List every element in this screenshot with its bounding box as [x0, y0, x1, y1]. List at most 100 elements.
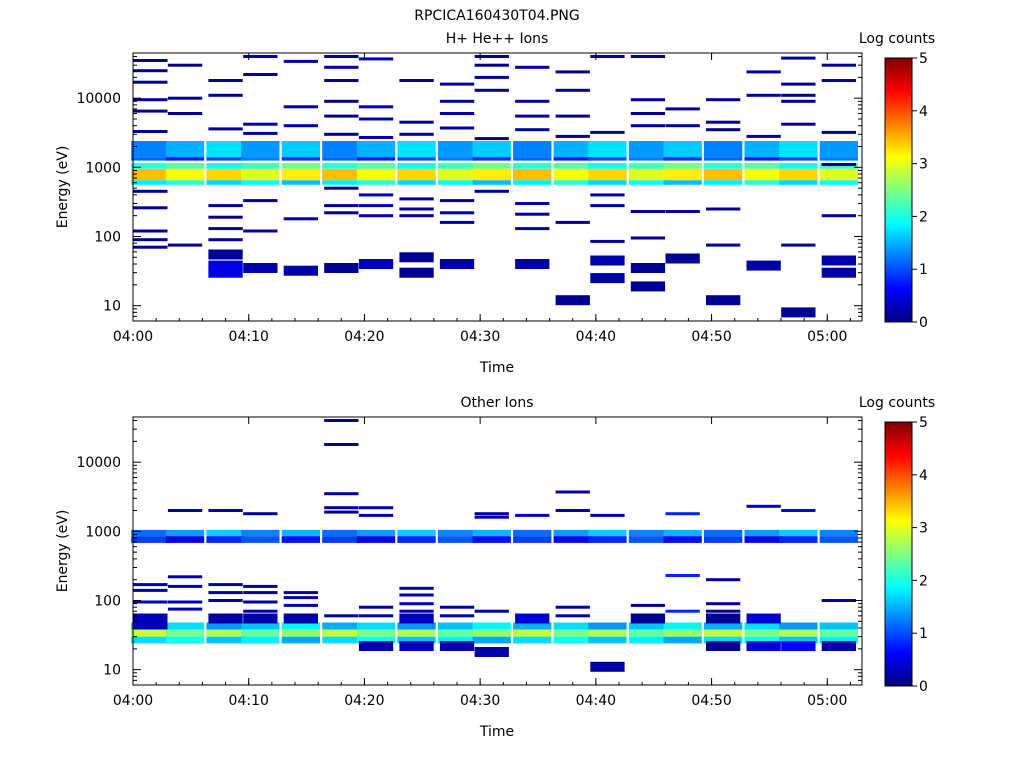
sparse-cell — [515, 65, 550, 69]
sparse-cell — [706, 98, 741, 102]
sparse-cell — [399, 197, 434, 201]
sparse-cell — [167, 243, 203, 247]
sparse-cell — [474, 609, 509, 613]
sparse-cell — [821, 214, 856, 218]
band-cell — [356, 536, 396, 543]
sparse-cell — [665, 124, 700, 128]
sparse-cell — [283, 265, 318, 276]
panel-2-ylabel: Energy (eV) — [55, 510, 71, 593]
band-cell — [663, 529, 702, 537]
sparse-cell — [474, 55, 509, 58]
sparse-cell — [474, 189, 509, 193]
sparse-cell — [133, 80, 168, 84]
x-tick-label: 04:10 — [229, 693, 269, 709]
y-tick-label: 100 — [94, 593, 121, 609]
band-cell — [704, 157, 743, 161]
sparse-cell — [474, 512, 509, 516]
sparse-cell — [283, 613, 318, 624]
sparse-cell — [358, 193, 394, 197]
band-cell — [206, 180, 245, 185]
band-cell — [397, 622, 436, 630]
sparse-cell — [821, 599, 856, 602]
sparse-cell — [746, 93, 781, 97]
y-tick-label: 1000 — [85, 524, 121, 540]
sparse-cell — [821, 163, 856, 166]
band-cell — [472, 157, 511, 161]
band-cell — [513, 141, 552, 158]
sparse-cell — [243, 122, 278, 126]
band-cell — [281, 141, 320, 158]
band-cell — [322, 157, 361, 161]
sparse-cell — [358, 605, 394, 609]
band-cell — [397, 536, 436, 543]
band-cell — [437, 536, 477, 543]
band-cell — [356, 629, 396, 637]
y-tick-label: 100 — [94, 229, 121, 245]
band-cell — [588, 636, 627, 644]
sparse-cell — [630, 263, 666, 273]
band-cell — [322, 636, 361, 644]
band-cell — [131, 157, 170, 161]
band-cell — [437, 157, 477, 161]
sparse-cell — [746, 641, 781, 651]
band-cell — [704, 529, 743, 537]
sparse-cell — [208, 509, 243, 512]
band-cell — [513, 529, 552, 537]
sparse-cell — [555, 220, 590, 224]
sparse-cell — [630, 603, 666, 607]
sparse-cell — [358, 136, 394, 139]
panel-2-plot-frame — [132, 416, 863, 686]
band-cell — [472, 536, 511, 543]
sparse-cell — [358, 513, 394, 517]
band-cell — [281, 180, 320, 185]
panel-1-ylabel: Energy (eV) — [55, 146, 71, 229]
sparse-cell — [167, 96, 203, 100]
sparse-cell — [781, 93, 816, 97]
band-cell — [165, 163, 205, 169]
band-cell — [588, 529, 627, 537]
sparse-cell — [555, 70, 590, 74]
band-cell — [663, 622, 702, 630]
band-cell — [553, 163, 592, 169]
band-cell — [663, 163, 702, 169]
sparse-cell — [324, 99, 359, 103]
sparse-cell — [208, 93, 243, 97]
sparse-cell — [208, 79, 243, 82]
panel-2-colorbar-label: Log counts — [859, 395, 935, 411]
band-cell — [588, 168, 627, 181]
band-cell — [588, 141, 627, 158]
sparse-cell — [474, 647, 509, 657]
sparse-cell — [630, 210, 666, 213]
colorbar-tick-label: 3 — [919, 521, 928, 537]
band-cell — [131, 636, 170, 644]
panel-1-colorbar-ticks: 0 1 2 3 4 5 — [912, 51, 928, 331]
sparse-cell — [665, 609, 700, 613]
band-cell — [241, 141, 280, 158]
sparse-cell — [781, 99, 816, 103]
band-cell — [397, 636, 436, 644]
colorbar-tick-label: 5 — [919, 51, 928, 67]
band-cell — [628, 629, 668, 637]
band-cell — [472, 180, 511, 185]
y-tick-label: 10 — [103, 299, 121, 315]
sparse-cell — [474, 137, 509, 141]
band-cell — [553, 629, 592, 637]
band-cell — [553, 529, 592, 537]
band-cell — [588, 163, 627, 169]
band-cell — [206, 157, 245, 161]
band-cell — [397, 180, 436, 185]
band-cell — [628, 529, 668, 537]
sparse-cell — [590, 55, 625, 58]
sparse-cell — [515, 128, 550, 132]
sparse-cell — [358, 105, 394, 109]
band-cell — [165, 629, 205, 637]
sparse-cell — [555, 614, 590, 618]
band-cell — [281, 536, 320, 543]
sparse-cell — [324, 510, 359, 514]
sparse-cell — [358, 641, 394, 651]
band-cell — [356, 157, 396, 161]
sparse-cell — [706, 128, 741, 132]
sparse-cell — [706, 613, 741, 624]
sparse-cell — [630, 613, 666, 624]
sparse-cell — [243, 613, 278, 624]
